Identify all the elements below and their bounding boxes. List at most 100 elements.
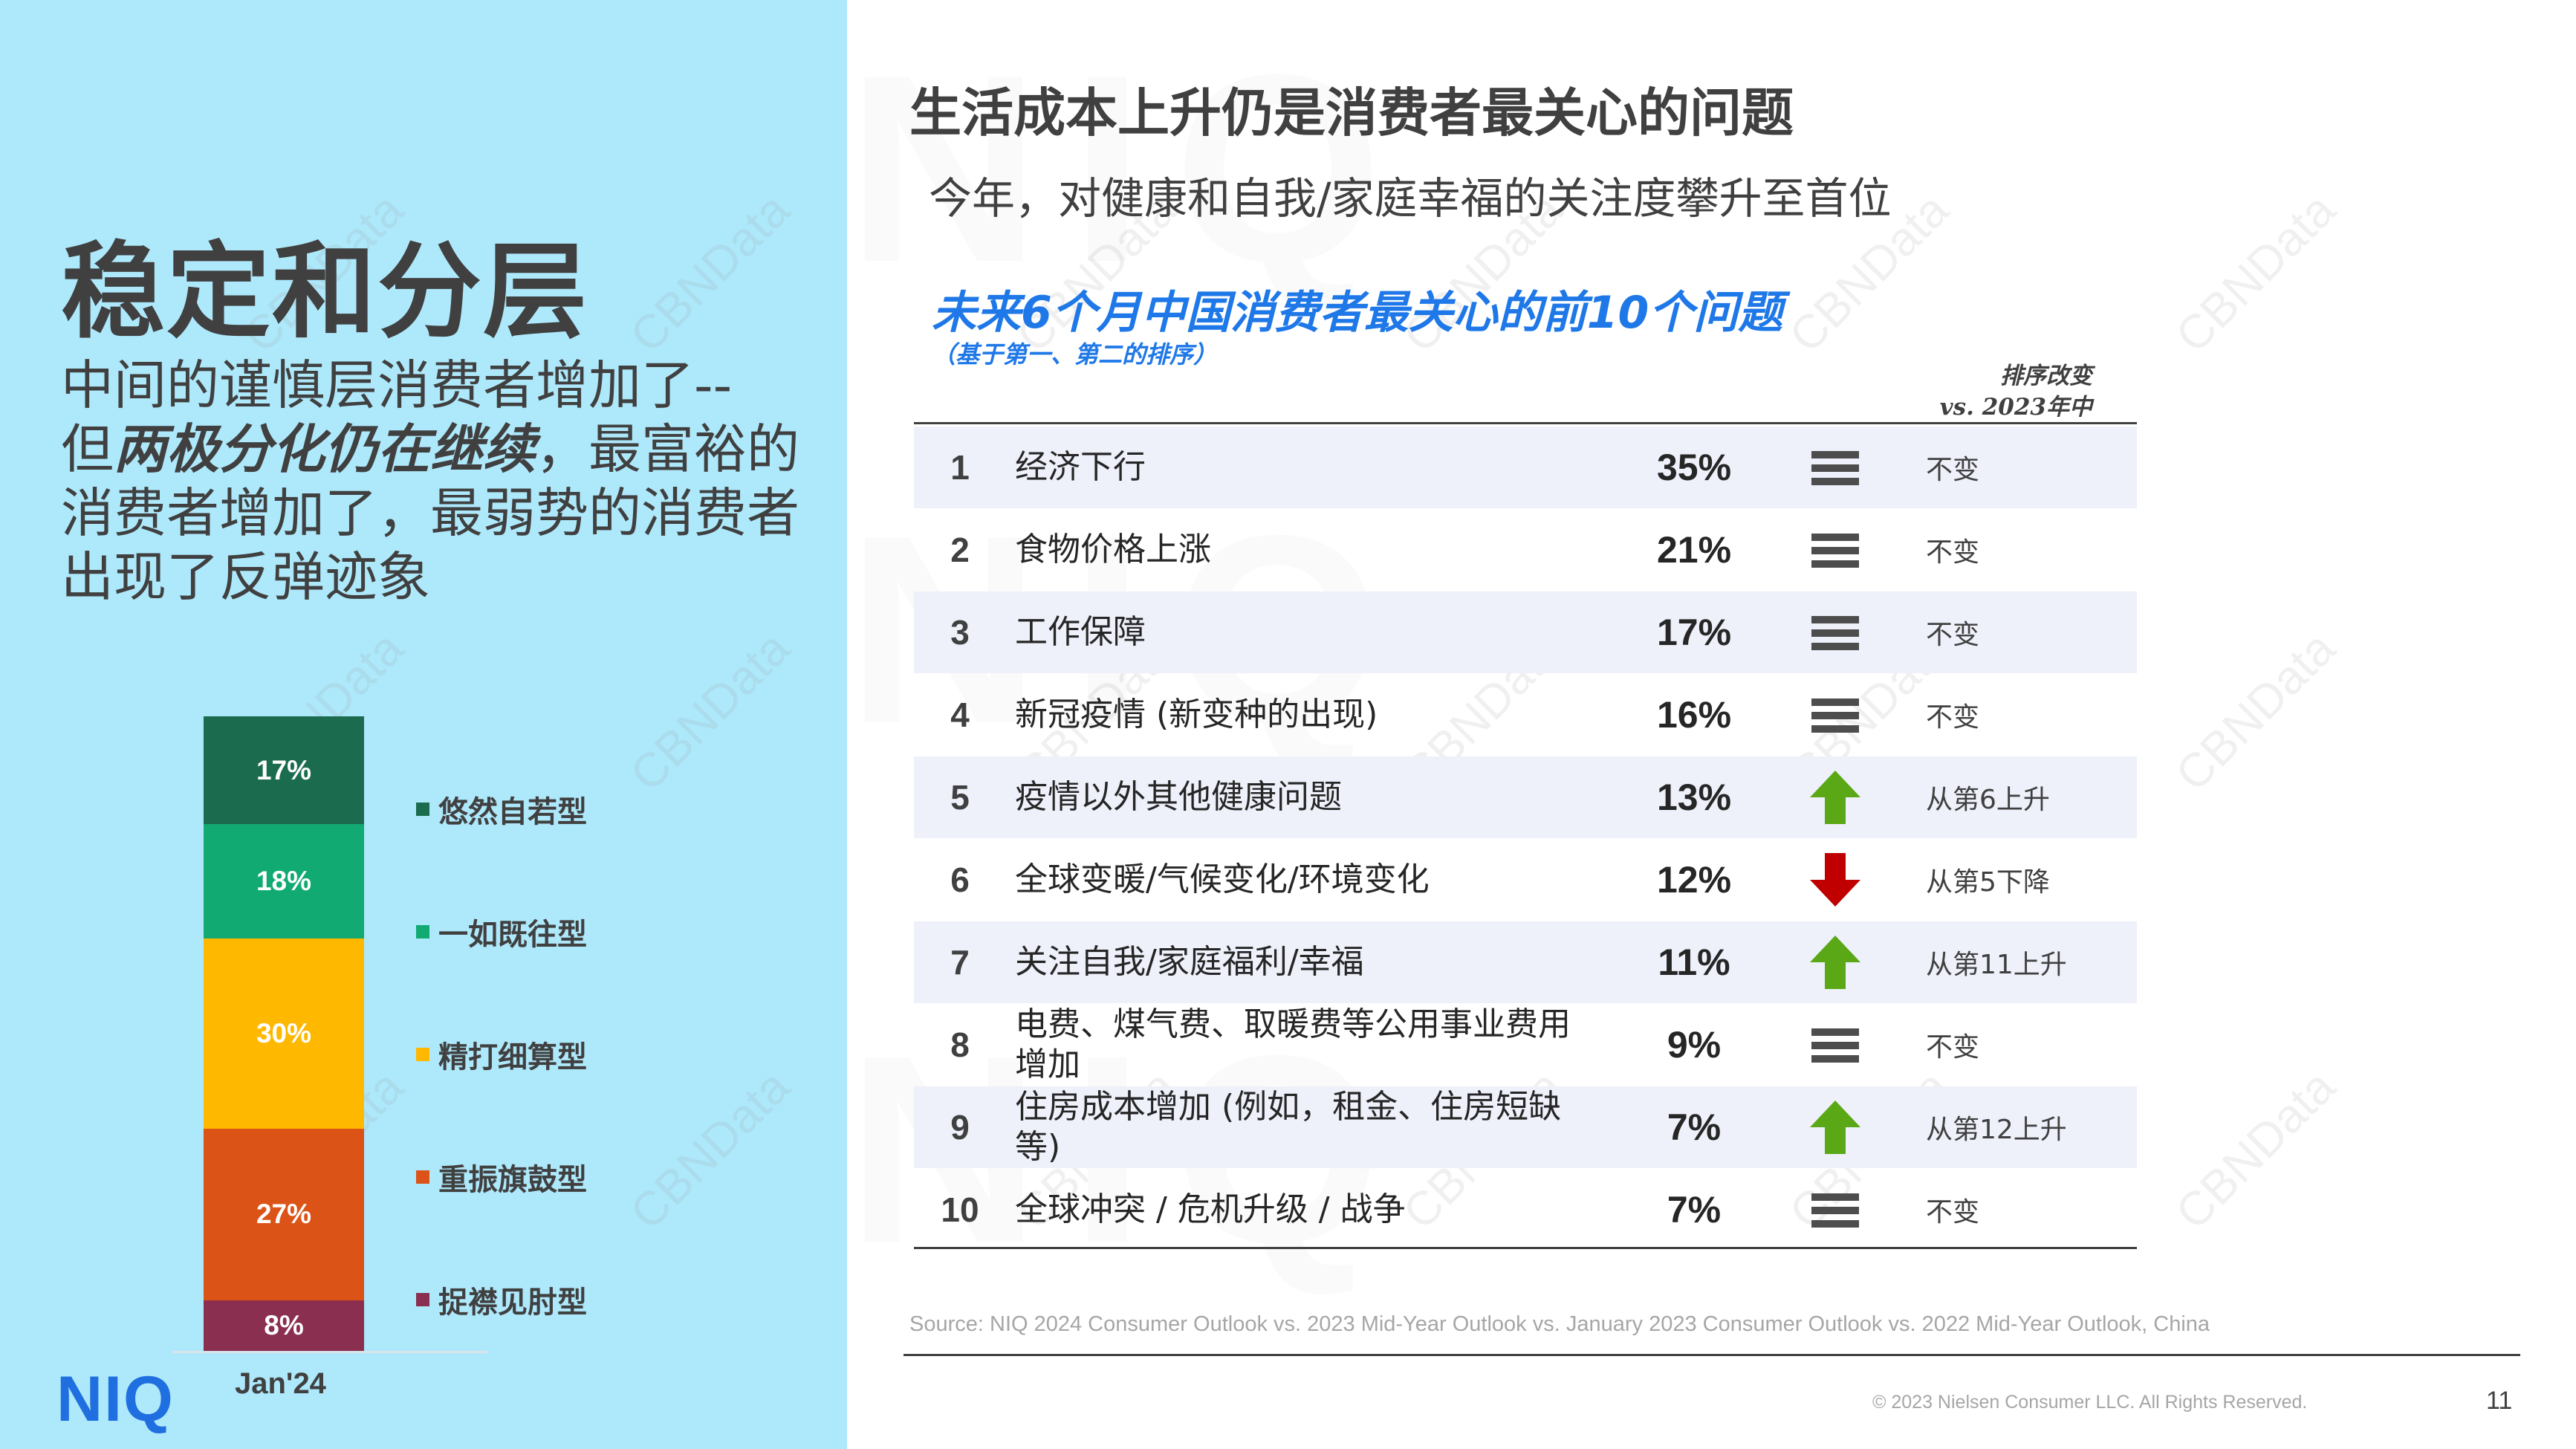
arrow-down-icon xyxy=(1810,853,1860,907)
change-cell: 从第6上升 xyxy=(1926,756,2134,838)
legend-swatch xyxy=(416,1170,429,1184)
change-cell-text: 从第12上升 xyxy=(1926,1115,2067,1145)
legend-swatch xyxy=(416,1048,429,1061)
percent-cell-text: 16% xyxy=(1656,694,1732,736)
cbndata-watermark: CBNData xyxy=(2165,620,2346,802)
percent-cell-text: 11% xyxy=(1658,941,1730,983)
legend-label: 悠然自若型 xyxy=(438,795,587,829)
change-cell: 不变 xyxy=(1926,1004,2134,1086)
issue-cell: 经济下行 xyxy=(1015,427,1594,508)
change-cell-text: 不变 xyxy=(1926,702,1980,733)
percent-cell-text: 7% xyxy=(1667,1106,1722,1148)
percent-cell: 17% xyxy=(1627,591,1761,673)
change-cell: 不变 xyxy=(1926,1169,2134,1251)
issue-cell: 住房成本增加 (例如，租金、住房短缺等) xyxy=(1015,1086,1594,1168)
bar-segment-label: 30% xyxy=(256,1017,312,1048)
section-description: 中间的谨慎层消费者增加了-- 但两极分化仍在继续，最富裕的消费者增加了，最弱势的消… xyxy=(61,354,804,609)
legend-item: 捉襟见肘型 xyxy=(416,1278,587,1321)
legend-item: 一如既往型 xyxy=(416,910,587,953)
table-row: 8 电费、煤气费、取暖费等公用事业费用增加 9% 不变 xyxy=(914,1004,2137,1086)
legend-item: 精打细算型 xyxy=(416,1033,587,1076)
rank-cell: 7 xyxy=(914,921,1006,1003)
rank-change-header: 排序改变 vs. 2023年中 xyxy=(1899,360,2092,423)
page-number: 11 xyxy=(2486,1387,2513,1415)
rank-cell-text: 4 xyxy=(950,696,970,734)
trend-cell xyxy=(1791,756,1880,838)
table-row: 5 疫情以外其他健康问题 13% 从第6上升 xyxy=(914,756,2137,838)
trend-cell xyxy=(1791,591,1880,673)
legend-swatch xyxy=(416,803,429,816)
bar-segment-label: 18% xyxy=(256,866,312,897)
rank-cell: 5 xyxy=(914,756,1006,838)
copyright: © 2023 Nielsen Consumer LLC. All Rights … xyxy=(1872,1392,2308,1413)
change-cell: 从第12上升 xyxy=(1926,1086,2134,1168)
percent-cell-text: 9% xyxy=(1667,1024,1722,1066)
table-row: 7 关注自我/家庭福利/幸福 11% 从第11上升 xyxy=(914,921,2137,1003)
issue-cell: 全球冲突 / 危机升级 / 战争 xyxy=(1015,1169,1594,1251)
legend-label: 一如既往型 xyxy=(438,918,587,952)
issue-cell-text: 经济下行 xyxy=(1015,448,1146,486)
rank-cell: 1 xyxy=(914,427,1006,508)
table-title: 未来6个月中国消费者最关心的前10个问题 xyxy=(932,287,1783,339)
table-row: 4 新冠疫情 (新变种的出现) 16% 不变 xyxy=(914,674,2137,756)
rank-cell-text: 3 xyxy=(950,613,970,652)
issue-cell: 疫情以外其他健康问题 xyxy=(1015,756,1594,838)
trend-cell xyxy=(1791,1086,1880,1168)
bar-segment: 30% xyxy=(204,938,364,1129)
issue-cell-text: 食物价格上涨 xyxy=(1015,531,1211,568)
rank-cell: 3 xyxy=(914,591,1006,673)
table-row: 10 全球冲突 / 危机升级 / 战争 7% 不变 xyxy=(914,1169,2137,1251)
issue-cell-text: 新冠疫情 (新变种的出现) xyxy=(1015,696,1378,733)
table-row: 9 住房成本增加 (例如，租金、住房短缺等) 7% 从第12上升 xyxy=(914,1086,2137,1168)
change-cell-text: 不变 xyxy=(1926,620,1980,650)
rank-cell: 8 xyxy=(914,1004,1006,1086)
issue-cell: 关注自我/家庭福利/幸福 xyxy=(1015,921,1594,1003)
legend-label: 捉襟见肘型 xyxy=(438,1286,587,1320)
table-note: （基于第一、第二的排序） xyxy=(932,340,1218,369)
rank-cell: 2 xyxy=(914,509,1006,591)
percent-cell: 13% xyxy=(1627,756,1761,838)
change-cell-text: 不变 xyxy=(1926,1032,1980,1063)
rank-cell: 4 xyxy=(914,674,1006,756)
desc-rest: ，最富裕的消费者增加了，最弱势的消费者出现了反弹迹象 xyxy=(61,418,800,608)
bar-axis xyxy=(172,1351,487,1353)
percent-cell-text: 17% xyxy=(1656,612,1732,653)
trend-cell xyxy=(1791,839,1880,921)
legend-item: 重振旗鼓型 xyxy=(416,1155,587,1199)
rank-change-header-line2: vs. 2023年中 xyxy=(1939,394,2092,421)
equal-icon xyxy=(1811,1028,1859,1063)
change-cell-text: 从第5下降 xyxy=(1926,867,2050,898)
issue-cell-text: 关注自我/家庭福利/幸福 xyxy=(1015,943,1364,981)
arrow-up-icon xyxy=(1810,936,1860,989)
issue-cell: 新冠疫情 (新变种的出现) xyxy=(1015,674,1594,756)
percent-cell: 16% xyxy=(1627,674,1761,756)
legend-item: 悠然自若型 xyxy=(416,788,587,831)
percent-cell: 35% xyxy=(1627,427,1761,508)
rank-cell: 10 xyxy=(914,1169,1006,1251)
percent-cell: 11% xyxy=(1627,921,1761,1003)
bar-segment: 18% xyxy=(204,824,364,939)
trend-cell xyxy=(1791,427,1880,508)
trend-cell xyxy=(1791,1169,1880,1251)
bar-x-label: Jan'24 xyxy=(235,1367,326,1400)
rank-cell-text: 1 xyxy=(950,448,970,487)
desc-emphasis: 两极分化仍在继续 xyxy=(114,418,536,480)
rank-cell-text: 9 xyxy=(950,1108,970,1147)
bar-segment-label: 8% xyxy=(264,1309,304,1341)
table-bottom-rule xyxy=(914,1247,2137,1249)
rank-cell-text: 7 xyxy=(950,943,970,982)
change-cell-text: 不变 xyxy=(1926,537,1980,568)
change-cell: 不变 xyxy=(1926,509,2134,591)
rank-cell-text: 5 xyxy=(950,778,970,817)
rank-cell-text: 10 xyxy=(941,1190,979,1229)
legend-swatch xyxy=(416,925,429,939)
percent-cell: 21% xyxy=(1627,509,1761,591)
bar-segment: 17% xyxy=(204,716,364,825)
rank-cell-text: 6 xyxy=(950,860,970,899)
niq-logo: NIQ xyxy=(56,1364,175,1435)
table-row: 2 食物价格上涨 21% 不变 xyxy=(914,509,2137,591)
legend-label: 重振旗鼓型 xyxy=(438,1163,587,1197)
change-cell: 从第5下降 xyxy=(1926,839,2134,921)
section-title: 稳定和分层 xyxy=(61,232,589,353)
left-panel xyxy=(0,0,847,1449)
